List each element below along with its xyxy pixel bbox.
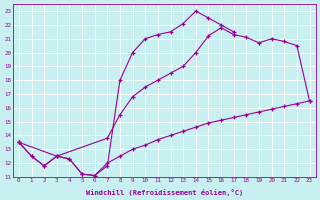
X-axis label: Windchill (Refroidissement éolien,°C): Windchill (Refroidissement éolien,°C) <box>85 189 243 196</box>
